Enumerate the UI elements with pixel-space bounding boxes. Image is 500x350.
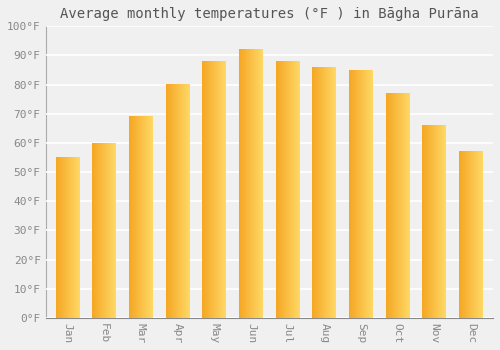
Title: Average monthly temperatures (°F ) in Bāgha Purāna: Average monthly temperatures (°F ) in Bā… <box>60 7 478 21</box>
